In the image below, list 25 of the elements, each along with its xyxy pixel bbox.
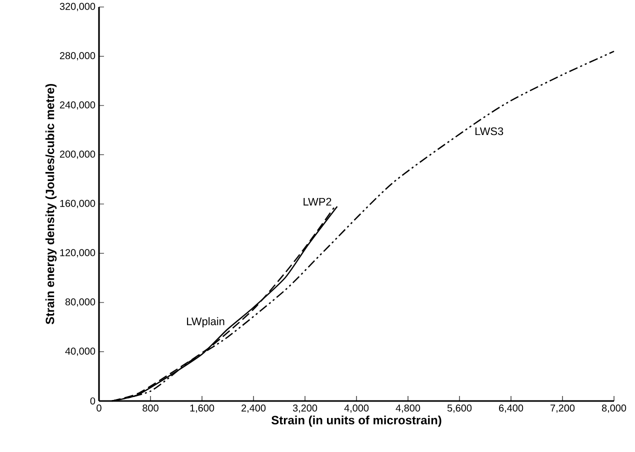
- x-tick-label: 8,000: [602, 404, 626, 413]
- series-label: LWplain: [187, 317, 224, 328]
- y-axis-title: Strain energy density (Joules/cubic metre): [45, 84, 57, 324]
- x-tick-label: 3,200: [292, 404, 318, 413]
- x-tick-label: 4,800: [396, 404, 420, 413]
- x-tick-label: 7,200: [550, 404, 575, 413]
- x-tick-label: 800: [142, 404, 158, 412]
- x-tick-label: 2,400: [242, 404, 266, 413]
- y-tick-label: 120,000: [60, 249, 96, 258]
- series-label: LWP2: [304, 198, 332, 206]
- y-tick-label: 200,000: [60, 150, 96, 159]
- x-tick-label: 1,600: [190, 404, 214, 413]
- x-tick-label: 0: [96, 404, 102, 412]
- series-label: LWS3: [475, 127, 504, 136]
- x-tick-label: 6,400: [499, 404, 524, 413]
- x-axis-title: Strain (in units of microstrain): [271, 416, 442, 427]
- y-tick-label: 40,000: [65, 348, 96, 356]
- y-tick-label: 240,000: [60, 101, 96, 110]
- y-tick-label: 0: [90, 397, 96, 405]
- y-tick-label: 160,000: [60, 200, 96, 208]
- y-tick-label: 280,000: [60, 52, 96, 60]
- y-tick-label: 80,000: [65, 298, 96, 307]
- y-tick-label: 320,000: [60, 2, 96, 12]
- x-tick-label: 5,600: [447, 404, 472, 413]
- x-tick-label: 4,000: [344, 404, 369, 413]
